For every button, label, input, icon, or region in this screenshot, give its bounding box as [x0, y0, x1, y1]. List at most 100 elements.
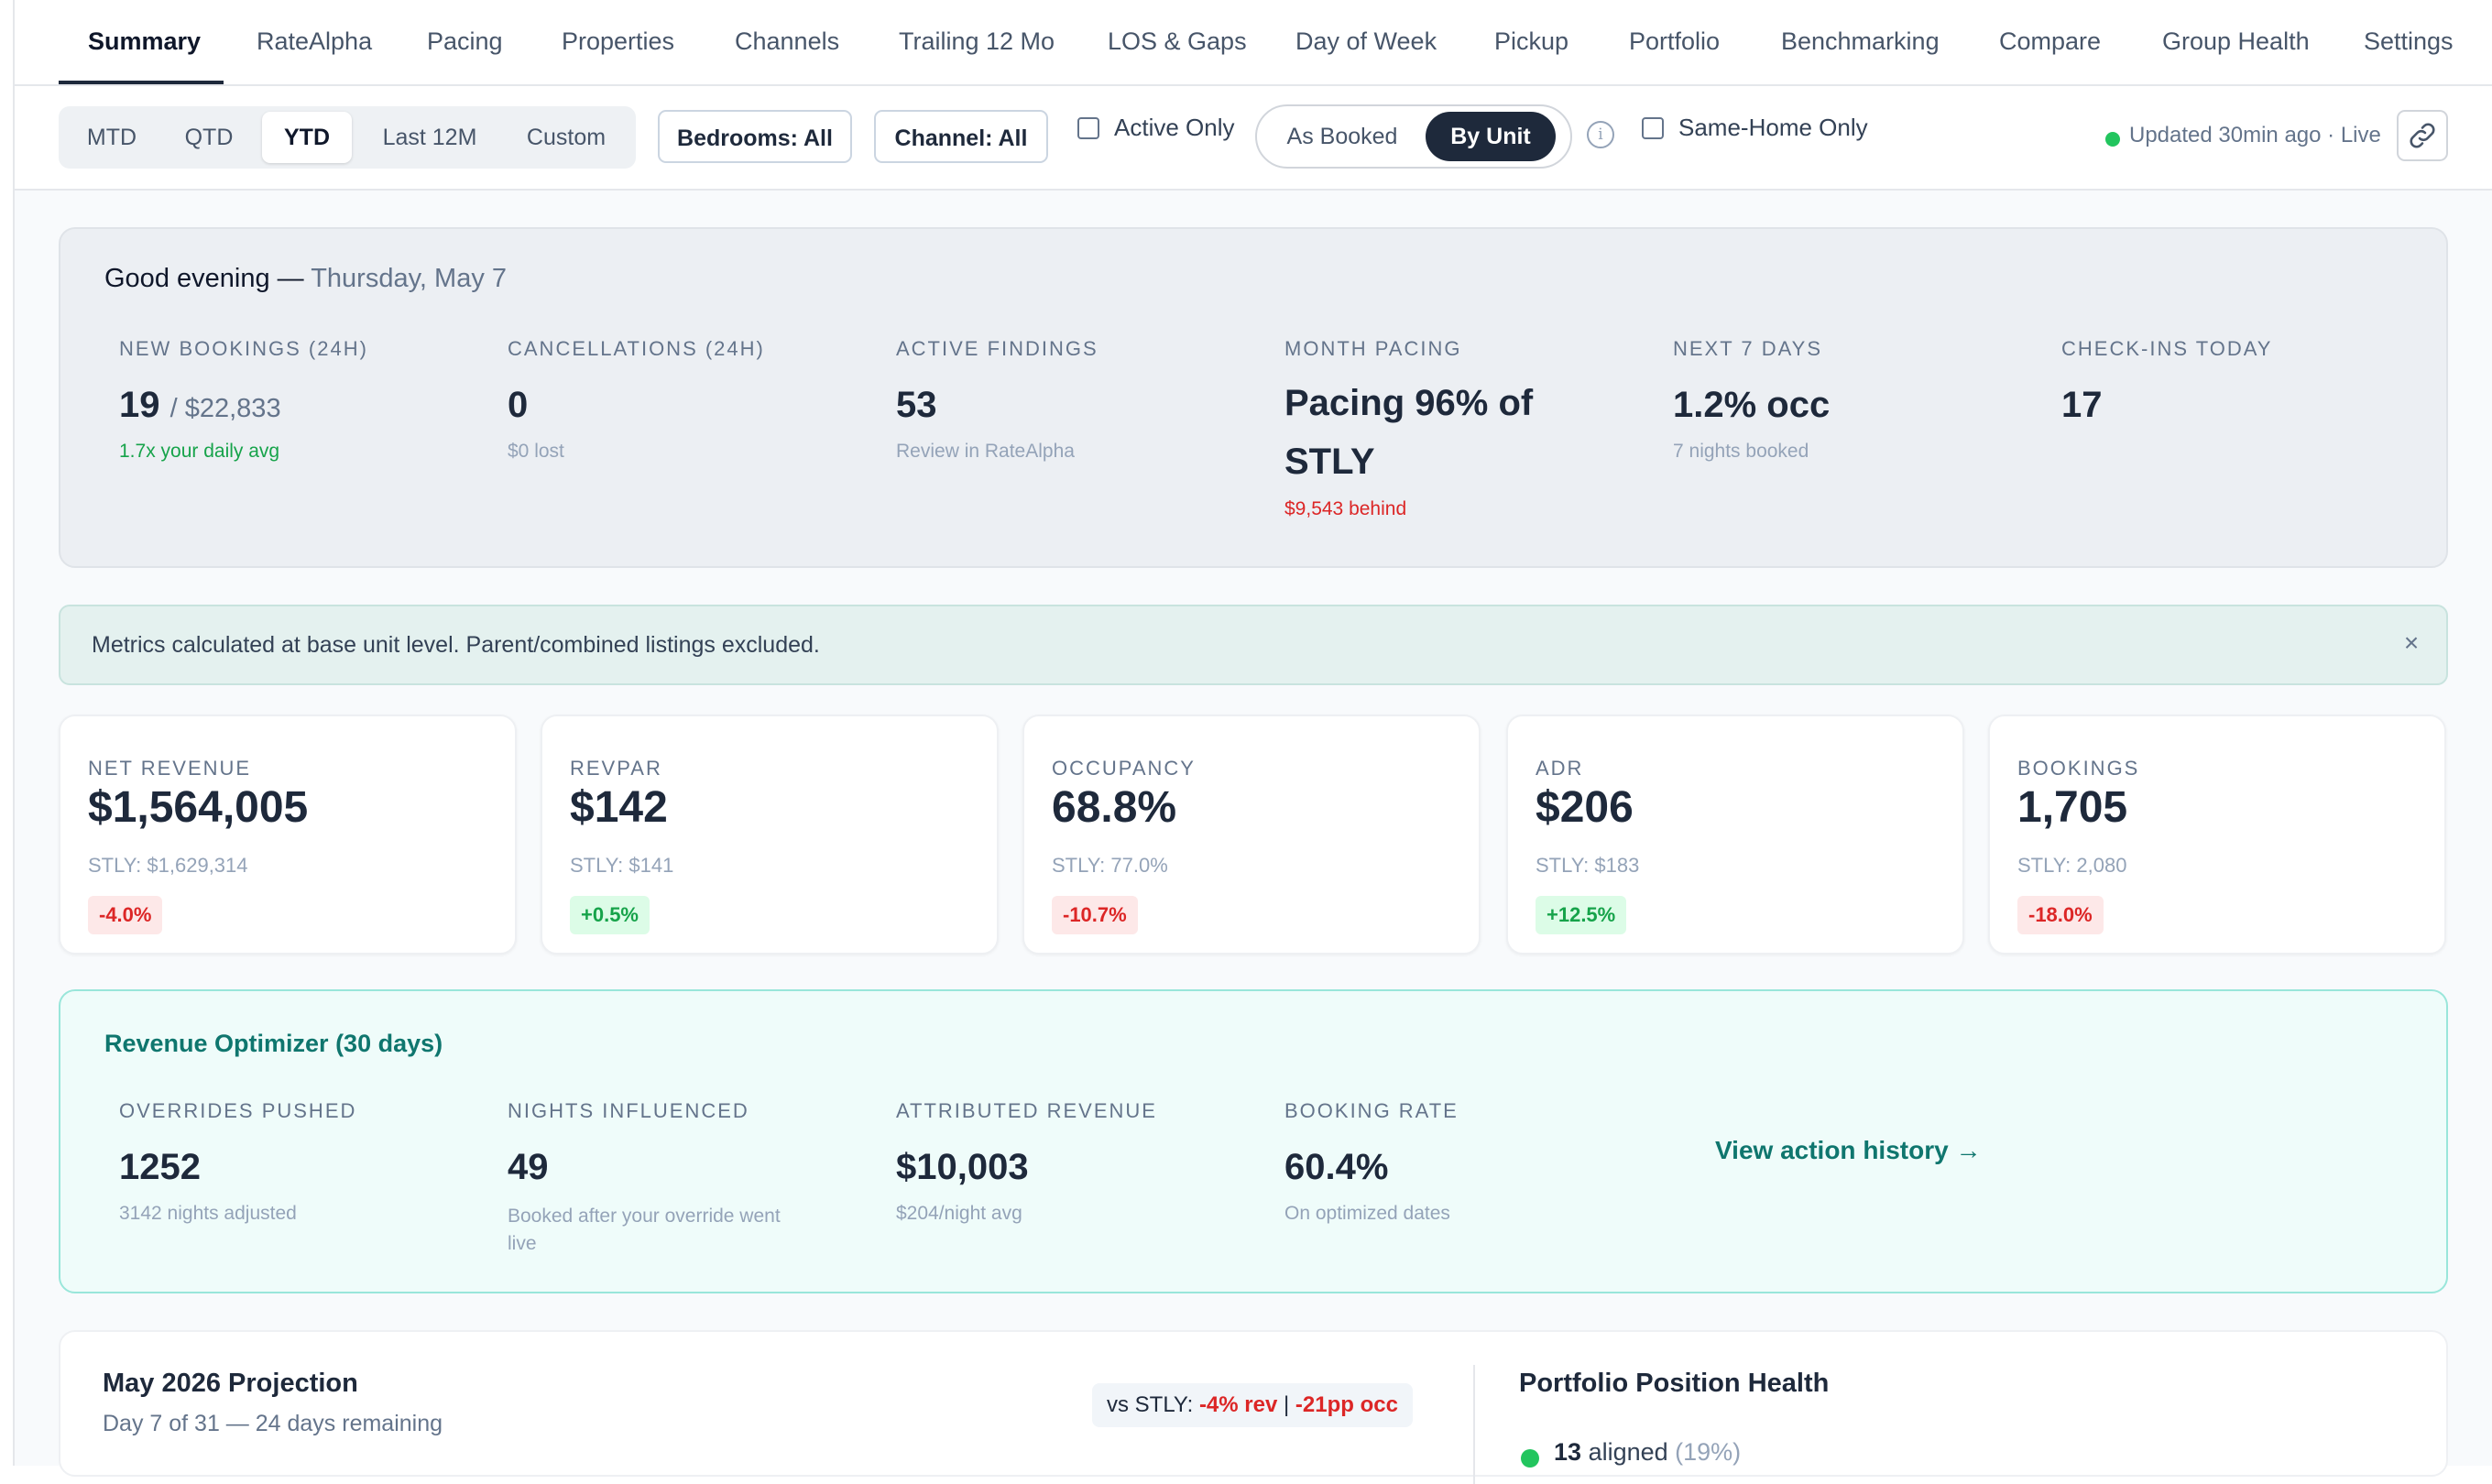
mode-as-booked[interactable]: As Booked	[1286, 124, 1398, 149]
kpi-stly: STLY: $183	[1536, 854, 1640, 877]
tab-compare[interactable]: Compare	[1999, 27, 2102, 55]
kpi-stly: STLY: 2,080	[2017, 854, 2127, 877]
same-home-label[interactable]: Same-Home Only	[1678, 114, 1868, 141]
vs-prefix: vs STLY:	[1107, 1392, 1194, 1417]
tab-pacing[interactable]: Pacing	[427, 27, 503, 55]
period-ytd[interactable]: YTD	[262, 112, 352, 163]
booking-mode-toggle: As Booked By Unit	[1255, 104, 1572, 169]
stat-label: CANCELLATIONS (24H)	[508, 337, 765, 360]
stat-new-bookings: NEW BOOKINGS (24H) 19 / $22,833 1.7x you…	[119, 337, 368, 463]
optimizer-title: Revenue Optimizer (30 days)	[104, 1030, 443, 1057]
stat-next-7-days: NEXT 7 DAYS 1.2% occ 7 nights booked	[1673, 337, 1830, 463]
stat-note-line2: live	[508, 1233, 537, 1254]
kpi-card-adr: ADR $206 STLY: $183 +12.5%	[1506, 715, 1964, 955]
tab-channels[interactable]: Channels	[735, 27, 840, 55]
tab-trailing-12-mo[interactable]: Trailing 12 Mo	[899, 27, 1055, 55]
stat-label: CHECK-INS TODAY	[2061, 337, 2273, 360]
stat-cancellations: CANCELLATIONS (24H) 0 $0 lost	[508, 337, 765, 463]
stat-label: ACTIVE FINDINGS	[896, 337, 1098, 360]
kpi-stly: STLY: 77.0%	[1052, 854, 1168, 877]
tab-group-health[interactable]: Group Health	[2162, 27, 2310, 55]
aligned-status-dot	[1521, 1449, 1539, 1468]
vs-stly-pill: vs STLY: -4% rev | -21pp occ	[1092, 1383, 1413, 1427]
active-only-label[interactable]: Active Only	[1114, 114, 1235, 141]
stat-note: 7 nights booked	[1673, 441, 1809, 462]
stat-value: 1.2% occ	[1673, 385, 1831, 425]
stat-label: MONTH PACING	[1284, 337, 1462, 360]
tab-ratealpha[interactable]: RateAlpha	[257, 27, 373, 55]
tab-portfolio[interactable]: Portfolio	[1629, 27, 1721, 55]
bedrooms-filter-button[interactable]: Bedrooms: All	[658, 110, 852, 163]
active-only-checkbox[interactable]	[1077, 117, 1099, 139]
stat-label: ATTRIBUTED REVENUE	[896, 1099, 1157, 1122]
stat-value: Pacing 96% of STLY	[1284, 374, 1533, 491]
tab-summary[interactable]: Summary	[88, 27, 202, 55]
mode-by-unit[interactable]: By Unit	[1426, 112, 1556, 161]
vs-occ: -21pp occ	[1295, 1392, 1398, 1417]
stat-value: $10,003	[896, 1147, 1029, 1187]
channel-filter-button[interactable]: Channel: All	[874, 110, 1048, 163]
kpi-label: BOOKINGS	[2017, 757, 2140, 780]
tab-los-gaps[interactable]: LOS & Gaps	[1108, 27, 1247, 55]
revenue-optimizer-card: Revenue Optimizer (30 days) OVERRIDES PU…	[59, 989, 2448, 1293]
info-icon[interactable]: i	[1587, 121, 1614, 148]
stat-note: $204/night avg	[896, 1203, 1022, 1224]
tab-benchmarking[interactable]: Benchmarking	[1781, 27, 1940, 55]
live-status-dot	[2105, 132, 2120, 147]
kpi-stly: STLY: $1,629,314	[88, 854, 248, 877]
stat-active-findings: ACTIVE FINDINGS 53 Review in RateAlpha	[896, 337, 1098, 463]
vs-separator: |	[1284, 1392, 1290, 1417]
top-nav: Summary RateAlpha Pacing Properties Chan…	[15, 0, 2492, 86]
copy-link-button[interactable]	[2397, 110, 2448, 161]
kpi-card-net-revenue: NET REVENUE $1,564,005 STLY: $1,629,314 …	[59, 715, 517, 955]
opt-stat-nights-influenced: NIGHTS INFLUENCED 49 Booked after your o…	[508, 1099, 781, 1258]
same-home-checkbox[interactable]	[1642, 117, 1664, 139]
kpi-label: NET REVENUE	[88, 757, 252, 780]
stat-month-pacing: MONTH PACING Pacing 96% of STLY $9,543 b…	[1284, 337, 1533, 520]
kpi-card-revpar: REVPAR $142 STLY: $141 +0.5%	[541, 715, 999, 955]
opt-stat-overrides: OVERRIDES PUSHED 1252 3142 nights adjust…	[119, 1099, 356, 1225]
health-count: 13	[1554, 1438, 1582, 1466]
tab-settings[interactable]: Settings	[2364, 27, 2454, 55]
stat-note: $0 lost	[508, 441, 564, 462]
tab-pickup[interactable]: Pickup	[1494, 27, 1569, 55]
stat-label: OVERRIDES PUSHED	[119, 1099, 357, 1122]
stat-value-line1: Pacing 96% of	[1284, 383, 1534, 423]
stat-value: 0	[508, 385, 529, 425]
stat-note: Review in RateAlpha	[896, 441, 1075, 462]
main-content: Good evening — Thursday, May 7 NEW BOOKI…	[15, 191, 2492, 1484]
period-qtd[interactable]: QTD	[184, 125, 234, 150]
health-row-aligned: 13 aligned (19%)	[1554, 1438, 1741, 1467]
active-tab-indicator	[59, 81, 224, 84]
kpi-value: $1,564,005	[88, 783, 309, 832]
period-mtd[interactable]: MTD	[86, 125, 137, 150]
view-action-history-link[interactable]: View action history →	[1715, 1136, 1982, 1164]
info-banner: Metrics calculated at base unit level. P…	[59, 605, 2448, 685]
tab-properties[interactable]: Properties	[562, 27, 675, 55]
stat-label: NIGHTS INFLUENCED	[508, 1099, 749, 1122]
stat-note: 1.7x your daily avg	[119, 441, 280, 462]
period-custom[interactable]: Custom	[526, 125, 607, 150]
stat-note: On optimized dates	[1284, 1203, 1450, 1224]
kpi-delta-badge: +12.5%	[1536, 896, 1627, 934]
health-label: aligned	[1588, 1438, 1668, 1466]
greeting-date: Thursday, May 7	[311, 264, 508, 293]
kpi-value: 68.8%	[1052, 783, 1177, 832]
kpi-value: $142	[570, 783, 668, 832]
kpi-delta-badge: +0.5%	[570, 896, 650, 934]
stat-note: Booked after your override went live	[508, 1203, 781, 1258]
stat-label: NEW BOOKINGS (24H)	[119, 337, 368, 360]
opt-stat-attributed-revenue: ATTRIBUTED REVENUE $10,003 $204/night av…	[896, 1099, 1157, 1225]
period-last-12m[interactable]: Last 12M	[382, 125, 477, 150]
stat-value: 60.4%	[1284, 1147, 1389, 1187]
filter-bar: MTD QTD YTD Last 12M Custom Bedrooms: Al…	[15, 86, 2492, 191]
close-icon[interactable]: ×	[2403, 628, 2420, 657]
kpi-delta-badge: -18.0%	[2017, 896, 2104, 934]
stat-check-ins-today: CHECK-INS TODAY 17	[2061, 337, 2272, 426]
kpi-value: $206	[1536, 783, 1634, 832]
greeting-text: Good evening —	[104, 264, 304, 293]
kpi-card-bookings: BOOKINGS 1,705 STLY: 2,080 -18.0%	[1988, 715, 2446, 955]
tab-day-of-week[interactable]: Day of Week	[1295, 27, 1437, 55]
health-pct: (19%)	[1675, 1438, 1742, 1466]
kpi-stly: STLY: $141	[570, 854, 674, 877]
